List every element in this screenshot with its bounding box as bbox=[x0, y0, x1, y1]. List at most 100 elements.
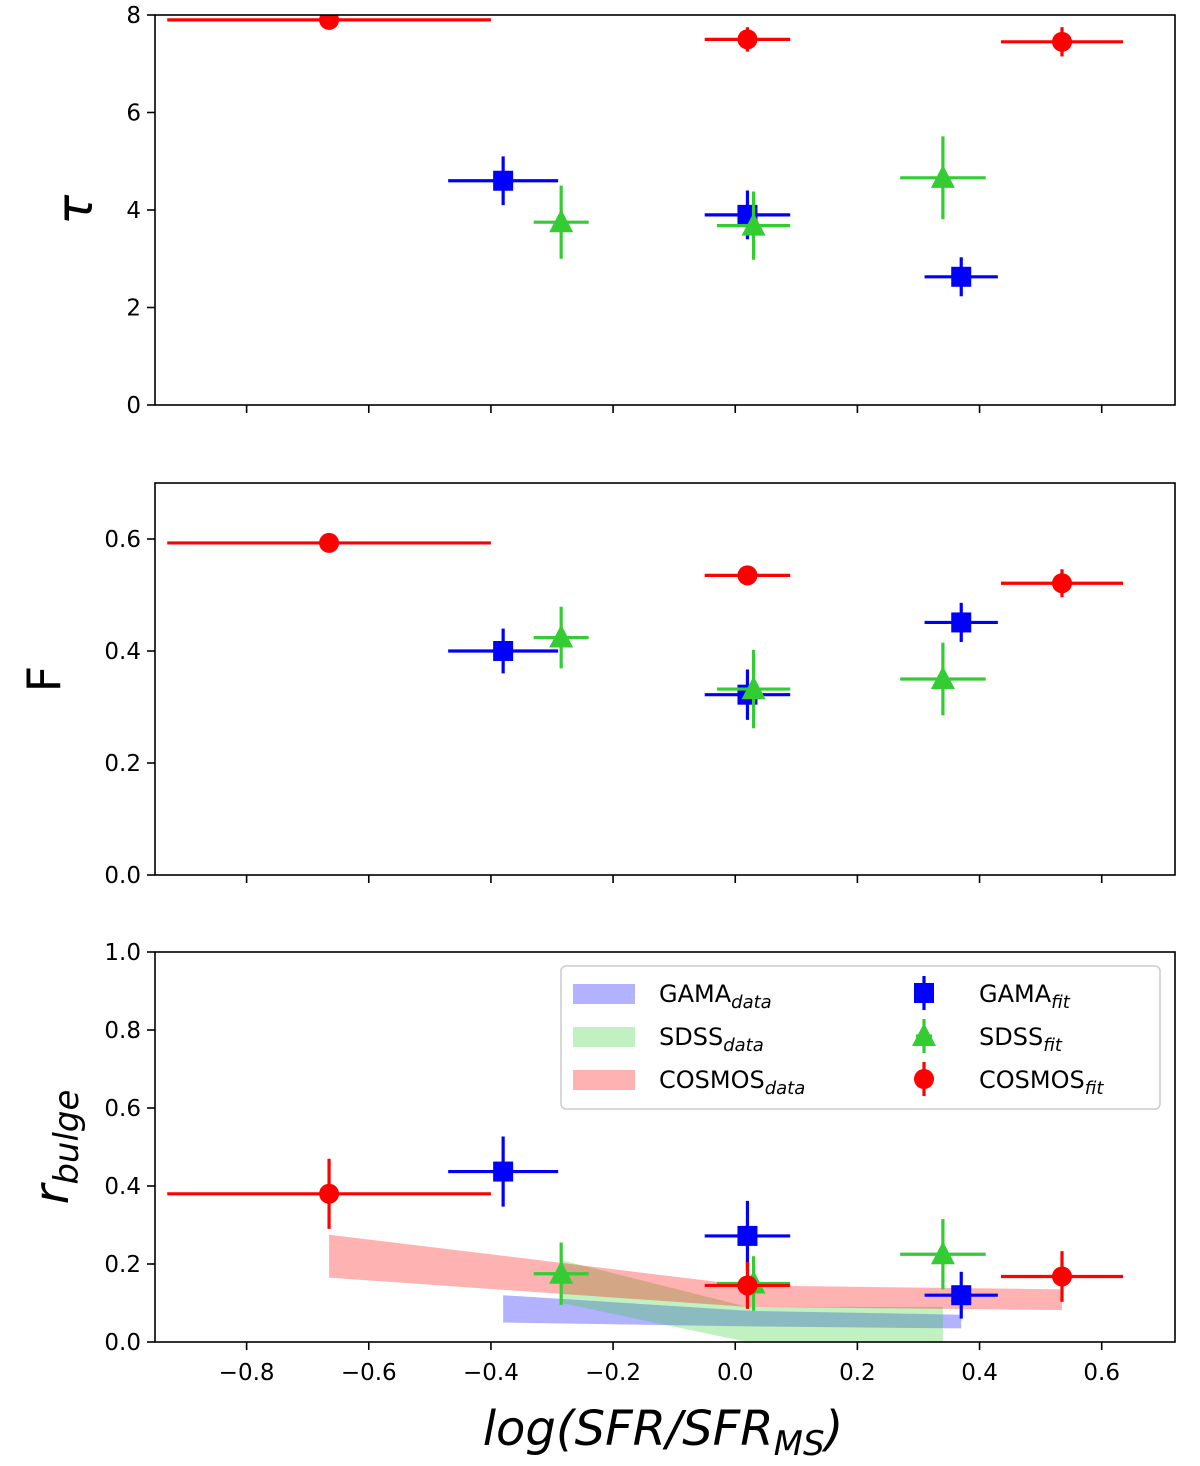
legend-label-sdss-data: SDSSdata bbox=[659, 1023, 764, 1056]
legend-box bbox=[560, 965, 1161, 1110]
point-cosmos-2 bbox=[1052, 31, 1073, 52]
x-tick-label: 0.4 bbox=[961, 1360, 998, 1386]
series-cosmos bbox=[167, 15, 1124, 57]
x-tick-label: −0.4 bbox=[463, 1360, 519, 1386]
y-axis-label: rbulge bbox=[24, 1090, 87, 1205]
legend-label-base: COSMOS bbox=[979, 1066, 1085, 1094]
y-tick-label: 0.4 bbox=[104, 1174, 141, 1200]
point-cosmos-2 bbox=[1052, 573, 1073, 594]
y-tick-label: 0.6 bbox=[104, 1096, 141, 1122]
legend-label-base: SDSS bbox=[659, 1023, 723, 1051]
legend-label-subscript: data bbox=[723, 1035, 764, 1056]
plot-area bbox=[167, 532, 1124, 729]
y-axis-label-base: r bbox=[24, 1181, 80, 1204]
point-cosmos-0 bbox=[319, 1183, 340, 1204]
point-sdss-0 bbox=[549, 209, 574, 233]
legend-label-base: GAMA bbox=[979, 980, 1052, 1008]
plot-area bbox=[167, 1136, 1124, 1342]
panel-rbulge: 0.0 0.2 0.4 0.6 0.8 1.0 −0.8 −0.6 −0.4 −0.2 0.0 0.2… bbox=[24, 940, 1176, 1386]
legend-label-sdss-fit: SDSSfit bbox=[979, 1023, 1063, 1056]
legend-label-subscript: fit bbox=[1043, 1035, 1063, 1056]
legend-swatch-gama-data bbox=[573, 984, 635, 1004]
legend-label-gama-fit: GAMAfit bbox=[979, 980, 1071, 1013]
x-tick-label: 0.6 bbox=[1083, 1360, 1120, 1386]
legend-marker-sdss-fit bbox=[912, 1023, 936, 1046]
point-sdss-2 bbox=[930, 1241, 955, 1265]
point-sdss-0 bbox=[549, 1260, 574, 1284]
y-axis-label: τ bbox=[46, 194, 104, 225]
y-axis-label-subscript: bulge bbox=[47, 1090, 87, 1185]
axes-frame bbox=[154, 951, 1176, 1343]
series-gama bbox=[448, 1136, 998, 1319]
y-tick-label: 1.0 bbox=[104, 940, 141, 966]
series-cosmos bbox=[167, 532, 1124, 598]
x-axis-label: log(SFR/SFRMS) bbox=[483, 1401, 844, 1464]
x-tick-label: 0.2 bbox=[839, 1360, 876, 1386]
legend-label-base: GAMA bbox=[659, 980, 732, 1008]
y-tick-label: 8 bbox=[126, 3, 141, 29]
y-tick-label: 0.0 bbox=[104, 863, 141, 889]
series-sdss bbox=[533, 606, 986, 729]
x-tick-label: 0.0 bbox=[717, 1360, 754, 1386]
point-gama-0 bbox=[493, 170, 514, 191]
axes-frame bbox=[154, 482, 1176, 876]
legend-label-base: COSMOS bbox=[659, 1066, 765, 1094]
x-tick-label: −0.2 bbox=[585, 1360, 641, 1386]
legend-label-subscript: data bbox=[765, 1078, 806, 1099]
axes-frame bbox=[154, 14, 1176, 406]
legend: GAMAdataSDSSdataCOSMOSdataGAMAfitSDSSfit… bbox=[560, 965, 1161, 1110]
y-tick-label: 0.2 bbox=[104, 751, 141, 777]
point-gama-2 bbox=[951, 266, 972, 287]
y-tick-label: 2 bbox=[126, 296, 141, 322]
point-cosmos-1 bbox=[737, 565, 758, 586]
series-sdss bbox=[533, 136, 986, 260]
legend-marker-gama-fit bbox=[914, 983, 934, 1003]
legend-swatch-cosmos-data bbox=[573, 1070, 635, 1090]
legend-label-subscript: data bbox=[731, 992, 772, 1013]
x-tick-label: −0.8 bbox=[219, 1360, 275, 1386]
y-axis-label: F bbox=[17, 666, 71, 692]
legend-marker-cosmos-fit bbox=[914, 1069, 934, 1089]
legend-label-subscript: fit bbox=[1085, 1078, 1105, 1099]
point-sdss-2 bbox=[930, 666, 955, 689]
series-gama bbox=[448, 156, 998, 297]
point-cosmos-2 bbox=[1052, 1266, 1073, 1287]
point-gama-0 bbox=[493, 1161, 514, 1182]
y-tick-label: 0.0 bbox=[104, 1330, 141, 1356]
x-tick-label: −0.6 bbox=[341, 1360, 397, 1386]
series-cosmos bbox=[167, 1158, 1124, 1309]
point-cosmos-1 bbox=[737, 29, 758, 50]
point-cosmos-0 bbox=[319, 15, 340, 30]
legend-label-base: SDSS bbox=[979, 1023, 1043, 1051]
legend-label-gama-data: GAMAdata bbox=[659, 980, 772, 1013]
plot-area bbox=[167, 15, 1124, 297]
legend-label-cosmos-fit: COSMOSfit bbox=[979, 1066, 1104, 1099]
series-gama bbox=[448, 602, 998, 720]
point-sdss-0 bbox=[549, 624, 574, 648]
band-gama bbox=[503, 1295, 962, 1329]
point-gama-2 bbox=[951, 612, 972, 633]
point-gama-2 bbox=[951, 1285, 972, 1306]
point-cosmos-0 bbox=[319, 532, 340, 553]
panel-tau: 0 2 4 6 8 τ bbox=[46, 3, 1176, 419]
y-tick-label: 6 bbox=[126, 101, 141, 127]
y-tick-label: 0.4 bbox=[104, 639, 141, 665]
y-tick-label: 0.6 bbox=[104, 527, 141, 553]
legend-label-subscript: fit bbox=[1051, 992, 1071, 1013]
band-cosmos bbox=[329, 1234, 1063, 1311]
point-gama-1 bbox=[737, 1225, 758, 1246]
y-tick-label: 0 bbox=[126, 393, 141, 419]
legend-swatch-sdss-data bbox=[573, 1027, 635, 1047]
point-gama-0 bbox=[493, 641, 514, 661]
point-sdss-1 bbox=[741, 676, 766, 700]
point-sdss-2 bbox=[930, 164, 955, 188]
panel-f: 0.0 0.2 0.4 0.6 F bbox=[17, 482, 1176, 889]
band-sdss bbox=[561, 1260, 943, 1342]
point-sdss-1 bbox=[741, 212, 766, 236]
y-tick-label: 0.8 bbox=[104, 1018, 141, 1044]
y-tick-label: 0.2 bbox=[104, 1252, 141, 1278]
legend-label-cosmos-data: COSMOSdata bbox=[659, 1066, 805, 1099]
x-axis-label-subscript: MS bbox=[774, 1424, 825, 1464]
point-cosmos-1 bbox=[737, 1275, 758, 1296]
